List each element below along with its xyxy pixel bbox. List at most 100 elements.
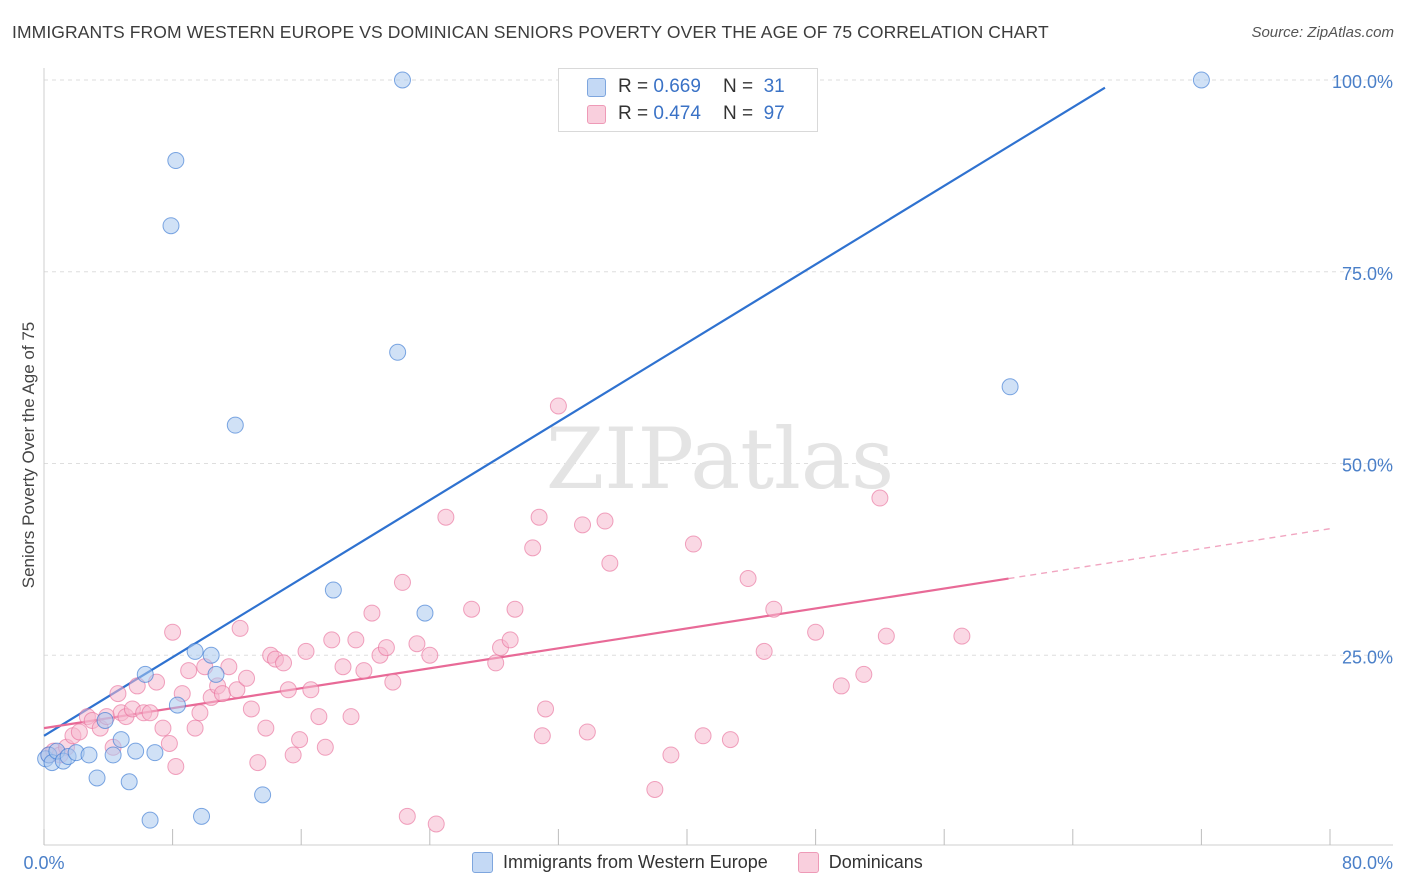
trend-line-dominican <box>43 577 1009 730</box>
data-point-dominican <box>437 508 455 526</box>
data-point-dominican <box>524 539 542 557</box>
trend-lines <box>43 86 1331 737</box>
data-point-dominican <box>180 662 198 680</box>
series-legend-label: Immigrants from Western Europe <box>503 852 768 872</box>
watermark: ZIPatlas <box>546 410 894 508</box>
data-point-dominican <box>530 508 548 526</box>
data-point-dominican <box>487 654 505 672</box>
legend-swatch-blue <box>587 77 606 97</box>
data-point-western-europe <box>226 416 244 434</box>
data-point-western-europe <box>127 742 145 760</box>
data-point-western-europe <box>88 769 106 787</box>
legend-row-dominicans: R = 0.474 N = 97 <box>587 101 785 127</box>
series-legend-label: Dominicans <box>828 852 923 872</box>
data-point-dominican <box>302 681 320 699</box>
legend-r-value: 0.474 <box>653 103 701 124</box>
legend-n-label: N = <box>722 103 754 124</box>
data-point-dominican <box>408 635 426 653</box>
legend-swatch-pink <box>587 104 606 124</box>
data-point-dominican <box>238 669 256 687</box>
series-swatch-pink <box>797 852 819 873</box>
data-point-dominican <box>398 807 416 825</box>
data-point-dominican <box>463 600 481 618</box>
data-point-western-europe <box>162 217 180 235</box>
data-point-dominican <box>310 708 328 726</box>
data-point-dominican <box>228 681 246 699</box>
correlation-legend: R = 0.669 N = 31 R = 0.474 N = 97 <box>558 68 818 132</box>
legend-r-value: 0.669 <box>653 76 701 97</box>
data-point-western-europe <box>389 343 407 361</box>
data-point-dominican <box>164 623 182 641</box>
data-point-dominican <box>694 727 712 745</box>
y-tick-label: 100.0% <box>1332 72 1393 92</box>
data-point-western-europe <box>141 811 159 829</box>
data-point-western-europe <box>136 665 154 683</box>
data-point-dominican <box>242 700 260 718</box>
tick-labels: 25.0% 50.0% 75.0% 100.0% 0.0% 80.0% <box>23 72 1393 873</box>
data-point-dominican <box>574 516 592 534</box>
series-legend: Immigrants from Western Europe Dominican… <box>472 852 953 873</box>
data-point-dominican <box>249 754 267 772</box>
data-point-dominican <box>662 746 680 764</box>
data-point-dominican <box>279 681 297 699</box>
legend-r-label: R = <box>618 103 649 124</box>
data-point-dominican <box>213 685 231 703</box>
legend-row-western-europe: R = 0.669 N = 31 <box>587 74 785 100</box>
data-point-dominican <box>363 604 381 622</box>
trend-extension-dominican <box>1008 528 1331 580</box>
data-point-dominican <box>427 815 445 833</box>
data-point-western-europe <box>1001 378 1019 396</box>
data-point-dominican <box>549 397 567 415</box>
data-point-dominican <box>877 627 895 645</box>
axes <box>43 68 1393 846</box>
data-point-dominican <box>832 677 850 695</box>
data-point-dominican <box>347 631 365 649</box>
gridlines <box>44 79 1393 656</box>
data-point-dominican <box>257 719 275 737</box>
trend-line-western-europe <box>43 86 1106 737</box>
data-point-dominican <box>871 489 889 507</box>
legend-n-label: N = <box>722 76 754 97</box>
data-point-dominican <box>377 639 395 657</box>
data-point-dominican <box>186 719 204 737</box>
y-axis-title: Seniors Poverty Over the Age of 75 <box>19 322 38 588</box>
data-point-dominican <box>342 708 360 726</box>
data-point-dominican <box>393 573 411 591</box>
data-point-dominican <box>684 535 702 553</box>
data-point-dominican <box>220 658 238 676</box>
data-point-western-europe <box>186 642 204 660</box>
data-point-dominican <box>70 723 88 741</box>
data-point-western-europe <box>1192 71 1210 89</box>
series-legend-item-western-europe: Immigrants from Western Europe <box>472 852 768 873</box>
y-tick-label: 25.0% <box>1342 647 1393 667</box>
data-point-dominican <box>297 642 315 660</box>
data-point-dominican <box>807 623 825 641</box>
data-point-dominican <box>646 780 664 798</box>
data-point-dominican <box>855 665 873 683</box>
data-point-western-europe <box>80 746 98 764</box>
data-point-dominican <box>384 673 402 691</box>
data-point-western-europe <box>254 786 272 804</box>
data-point-western-europe <box>202 646 220 664</box>
x-tick-label: 0.0% <box>23 853 64 873</box>
data-point-western-europe <box>168 696 186 714</box>
data-point-western-europe <box>193 807 211 825</box>
data-point-dominican <box>334 658 352 676</box>
data-point-western-europe <box>96 711 114 729</box>
data-point-dominican <box>275 654 293 672</box>
y-tick-label: 75.0% <box>1342 264 1393 284</box>
data-point-western-europe <box>104 746 122 764</box>
data-point-western-europe <box>393 71 411 89</box>
data-point-dominican <box>231 619 249 637</box>
series-legend-item-dominicans: Dominicans <box>797 852 923 873</box>
data-point-dominican <box>128 677 146 695</box>
series-swatch-blue <box>472 852 493 873</box>
legend-n-value: 31 <box>763 76 785 97</box>
data-point-dominican <box>160 734 178 752</box>
data-point-dominican <box>167 757 185 775</box>
chart-source: Source: ZipAtlas.com <box>1251 24 1394 41</box>
data-point-dominican <box>578 723 596 741</box>
data-point-dominican <box>953 627 971 645</box>
data-point-dominican <box>191 704 209 722</box>
